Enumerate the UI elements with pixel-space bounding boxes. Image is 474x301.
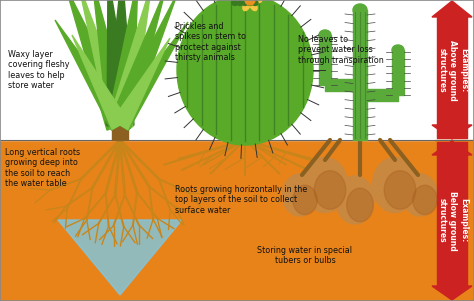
Text: Storing water in special
tubers or bulbs: Storing water in special tubers or bulbs	[257, 246, 353, 265]
Ellipse shape	[283, 174, 318, 216]
Polygon shape	[55, 20, 128, 130]
Ellipse shape	[252, 0, 262, 3]
Text: No leaves to
prevent water loss
through transpiration: No leaves to prevent water loss through …	[298, 35, 384, 65]
Ellipse shape	[293, 185, 317, 215]
Text: Waxy layer
covering fleshy
leaves to help
store water: Waxy layer covering fleshy leaves to hel…	[8, 50, 70, 90]
Ellipse shape	[242, 1, 248, 5]
Ellipse shape	[314, 171, 346, 209]
Text: Long vertical roots
growing deep into
the soil to reach
the water table: Long vertical roots growing deep into th…	[5, 148, 80, 188]
Ellipse shape	[402, 174, 438, 216]
Polygon shape	[111, 0, 178, 129]
Bar	[435, 140, 474, 301]
Ellipse shape	[238, 0, 248, 3]
Ellipse shape	[319, 30, 331, 40]
Polygon shape	[106, 0, 134, 125]
Bar	[435, 0, 474, 140]
Ellipse shape	[237, 1, 243, 5]
Polygon shape	[432, 125, 472, 139]
Ellipse shape	[243, 2, 250, 11]
Ellipse shape	[247, 1, 253, 5]
Polygon shape	[432, 141, 472, 155]
Text: Prickles and
spikes on stem to
proctect against
thirsty animals: Prickles and spikes on stem to proctect …	[175, 22, 246, 62]
Bar	[0, 140, 435, 301]
Text: Examples:
Below ground
structures: Examples: Below ground structures	[438, 191, 468, 250]
Ellipse shape	[250, 2, 257, 11]
Polygon shape	[108, 0, 152, 128]
Polygon shape	[432, 1, 472, 17]
Polygon shape	[72, 35, 128, 129]
Ellipse shape	[413, 185, 437, 215]
Polygon shape	[432, 286, 472, 300]
Text: Roots growing horizontally in the
top layers of the soil to collect
surface wate: Roots growing horizontally in the top la…	[175, 185, 307, 215]
Ellipse shape	[245, 0, 255, 5]
Ellipse shape	[353, 4, 367, 16]
Polygon shape	[58, 220, 182, 295]
Polygon shape	[65, 0, 133, 130]
Polygon shape	[107, 0, 133, 126]
Polygon shape	[92, 0, 132, 127]
Ellipse shape	[384, 171, 416, 209]
Ellipse shape	[177, 0, 313, 145]
Ellipse shape	[336, 176, 374, 224]
Ellipse shape	[302, 157, 347, 213]
Ellipse shape	[392, 45, 404, 55]
Ellipse shape	[232, 1, 238, 5]
Text: Examples:
Above ground
structures: Examples: Above ground structures	[438, 40, 468, 100]
Ellipse shape	[346, 188, 374, 222]
Polygon shape	[112, 38, 170, 129]
Bar	[0, 0, 435, 140]
Ellipse shape	[252, 1, 258, 5]
Polygon shape	[112, 22, 188, 130]
Polygon shape	[78, 0, 130, 128]
Polygon shape	[107, 0, 138, 126]
Ellipse shape	[373, 157, 418, 213]
Polygon shape	[109, 0, 166, 129]
